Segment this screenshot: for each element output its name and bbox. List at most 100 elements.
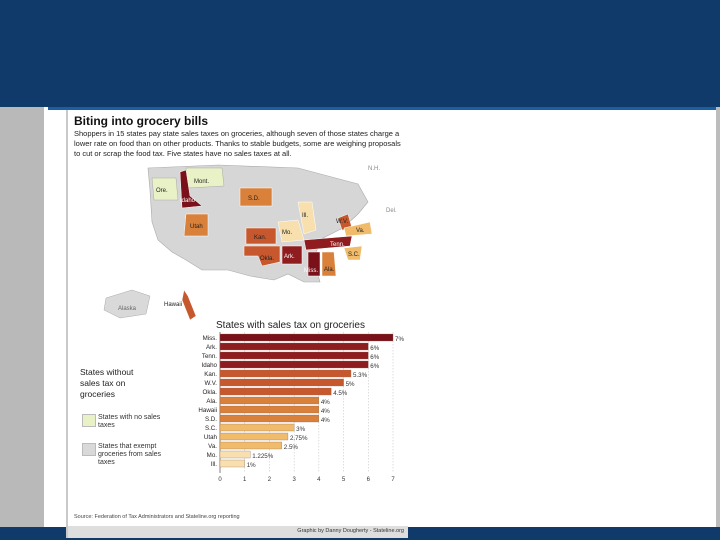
category-label: Kan. — [204, 371, 217, 378]
ore-shape — [151, 177, 179, 201]
map-label-tenn: Tenn. — [330, 242, 345, 248]
bar-value-label: 6% — [370, 354, 379, 361]
bar — [219, 459, 245, 468]
bar-value-label: 2.5% — [284, 444, 299, 451]
map-label-wv: W.V. — [336, 219, 348, 225]
map-label-sc: S.C. — [348, 252, 360, 258]
x-tick-label: 1 — [243, 477, 247, 483]
category-label: Utah — [204, 434, 218, 441]
tenn-shape — [303, 235, 353, 251]
map-label-mo: Mo. — [282, 230, 292, 236]
map-label-miss: Miss. — [304, 268, 318, 274]
bar — [219, 369, 352, 378]
banner-divider — [0, 107, 720, 110]
bar-value-label: 4% — [321, 399, 330, 406]
okla-shape — [243, 245, 281, 267]
left-margin — [0, 107, 48, 527]
category-label: Mo. — [207, 452, 218, 459]
bar — [219, 441, 282, 450]
map-label-del: Del. — [386, 208, 397, 214]
category-label: Va. — [208, 443, 217, 450]
category-label: W.V. — [205, 380, 218, 387]
map-label-kan: Kan. — [254, 235, 267, 241]
us-map: Mont. Ore. Idaho S.D. Utah Ill. Mo. Kan.… — [103, 164, 404, 483]
map-label-sd: S.D. — [248, 196, 260, 202]
miss-shape — [307, 251, 321, 277]
x-tick-label: 6 — [367, 477, 371, 483]
map-label-mont: Mont. — [194, 179, 209, 185]
bar — [219, 423, 295, 432]
map-label-ore: Ore. — [156, 188, 168, 194]
bar — [219, 342, 369, 351]
bar-value-label: 3% — [296, 426, 305, 433]
bar — [219, 360, 369, 369]
legend-title: States without sales tax on groceries — [80, 367, 134, 399]
bar-value-label: 6% — [370, 363, 379, 370]
map-label-alaska: Alaska — [118, 306, 137, 312]
x-tick-label: 3 — [292, 477, 296, 483]
chart-title: States with sales tax on groceries — [216, 320, 365, 331]
mont-shape — [185, 167, 225, 189]
map-label-hawaii: Hawaii — [164, 302, 182, 308]
x-tick-label: 7 — [391, 477, 395, 483]
bar-value-label: 5.3% — [353, 372, 368, 379]
map-label-va: Va. — [356, 228, 365, 234]
category-label: Okla. — [203, 389, 218, 396]
bar-value-label: 1.225% — [252, 453, 273, 460]
bar-value-label: 5% — [346, 381, 355, 388]
bar — [219, 414, 320, 423]
category-label: Idaho — [202, 362, 218, 369]
bar-value-label: 7% — [395, 336, 404, 343]
map-label-utah: Utah — [190, 224, 203, 230]
x-tick-label: 2 — [268, 477, 272, 483]
legend-swatch-exempt — [82, 443, 96, 456]
bar — [219, 405, 320, 414]
bar-value-label: 4% — [321, 408, 330, 415]
credit-bar: Graphic by Danny Dougherty - Stateline.o… — [68, 526, 408, 538]
ill-shape — [297, 201, 317, 235]
va-shape — [343, 221, 373, 237]
map-shapes — [103, 164, 373, 321]
bar-value-label: 2.75% — [290, 435, 308, 442]
bar — [219, 351, 369, 360]
idaho-shape — [179, 169, 203, 209]
category-label: Miss. — [203, 335, 218, 342]
x-tick-label: 5 — [342, 477, 346, 483]
x-tick-label: 4 — [317, 477, 321, 483]
bar-chart-area: 0 1 2 3 4 5 6 7 Miss. 7% Ark. 6% Tenn. 6% Idaho 6% Kan. 5… — [198, 332, 404, 483]
x-tick-label: 0 — [218, 477, 222, 483]
bar — [219, 333, 394, 342]
category-label: Ill. — [211, 461, 217, 468]
graphic-intro: Shoppers in 15 states pay state sales ta… — [74, 129, 401, 158]
map-label-nh: N.H. — [368, 166, 380, 172]
bar-value-label: 6% — [370, 345, 379, 352]
map-label-ala: Ala. — [324, 267, 335, 273]
bar-value-label: 4.5% — [333, 390, 348, 397]
ala-shape — [321, 251, 337, 277]
bar — [219, 396, 320, 405]
bar — [219, 432, 289, 441]
category-label: Hawaii — [198, 407, 217, 414]
map-label-idaho: Idaho — [180, 198, 196, 204]
hawaii-shape — [181, 289, 197, 321]
map-label-ark: Ark. — [284, 254, 295, 260]
kan-shape — [245, 227, 277, 245]
bar — [219, 450, 251, 459]
category-label: Ark. — [206, 344, 217, 351]
bar-value-label: 1% — [247, 462, 256, 469]
bar — [219, 387, 332, 396]
bar — [219, 378, 344, 387]
right-margin — [716, 107, 720, 527]
credit-text: Graphic by Danny Dougherty - Stateline.o… — [297, 528, 404, 534]
sc-shape — [343, 245, 363, 261]
legend-swatch-no-tax — [82, 414, 96, 427]
infographic: Mont. Ore. Idaho S.D. Utah Ill. Mo. Kan.… — [66, 110, 408, 538]
map-label-ill: Ill. — [302, 213, 308, 219]
margin-stripe — [44, 107, 48, 527]
map-label-okla: Okla. — [260, 256, 274, 262]
category-label: Ala. — [206, 398, 217, 405]
category-label: S.D. — [205, 416, 217, 423]
alaska-shape — [103, 289, 151, 319]
utah-shape — [183, 213, 209, 237]
legend-label-no-tax: States with no sales taxes — [98, 414, 161, 429]
